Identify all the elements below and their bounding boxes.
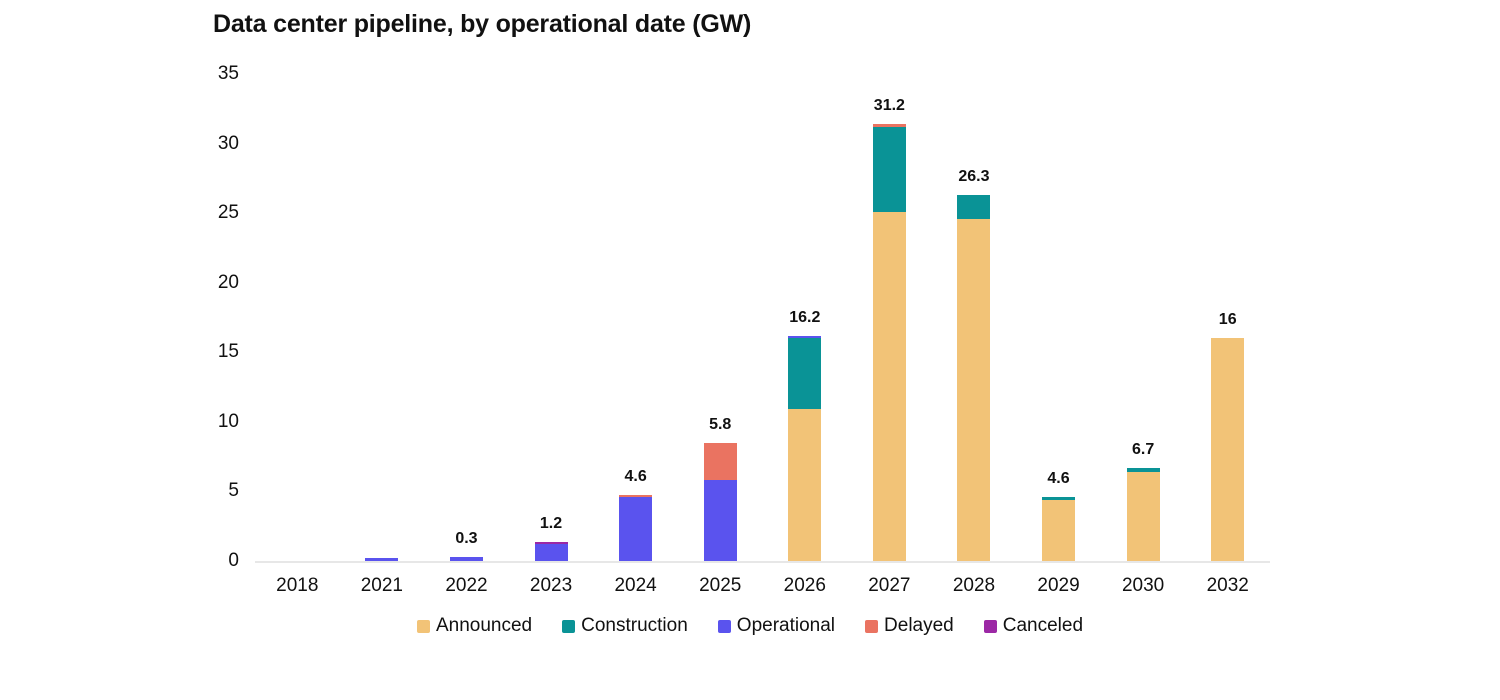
bar-2023 (534, 542, 568, 561)
bar-2029 (1042, 497, 1076, 561)
bar-segment-delayed (872, 124, 906, 127)
y-tick-label: 30 (217, 132, 239, 154)
bar-segment-construction (788, 338, 822, 410)
legend-label: Canceled (1002, 615, 1084, 636)
bar-2026 (788, 335, 822, 561)
x-axis-label: 2023 (529, 575, 573, 596)
x-axis-label: 2025 (699, 575, 742, 596)
legend-item-announced: Announced (416, 615, 533, 637)
legend-item-canceled: Canceled (983, 615, 1084, 637)
x-axis-label: 2030 (1121, 575, 1165, 596)
bar-value-label: 1.2 (539, 515, 563, 533)
x-axis-label: 2029 (1037, 575, 1080, 596)
x-axis-label: 2021 (360, 575, 404, 596)
bar-2027 (872, 124, 906, 561)
bar-2030 (1126, 467, 1160, 561)
bar-segment-operational (788, 335, 822, 339)
legend-swatch-delayed (865, 619, 879, 633)
bar-segment-operational (534, 544, 568, 561)
source-note: Source: Sightline Climate // Sightline i… (0, 656, 1500, 700)
legend-label: Announced (435, 615, 533, 636)
bar-value-label: 4.6 (624, 468, 647, 485)
legend-item-construction: Construction (562, 615, 688, 637)
y-tick-label: 10 (217, 410, 239, 432)
bar-segment-construction (957, 195, 991, 219)
legend-swatch-operational (717, 619, 731, 633)
x-axis-label: 2024 (614, 575, 657, 596)
bar-value-label: 31.2 (873, 97, 905, 115)
bar-value-label: 16 (1218, 311, 1237, 329)
bar-2022 (449, 556, 483, 561)
bar-segment-delayed (619, 495, 653, 497)
legend-swatch-announced (416, 619, 430, 633)
y-tick-label: 35 (217, 63, 239, 84)
bar-segment-announced (957, 218, 991, 561)
y-tick-label: 20 (217, 271, 239, 293)
x-axis-label: 2032 (1206, 575, 1249, 596)
bar-value-label: 26.3 (958, 168, 990, 186)
bar-segment-announced (1042, 499, 1076, 561)
bar-segment-construction (1126, 467, 1160, 472)
bar-value-label: 0.3 (455, 529, 478, 547)
bar-2024 (619, 495, 653, 561)
bar-segment-announced (1126, 471, 1160, 561)
bar-2032 (1211, 338, 1245, 561)
bar-segment-construction (872, 126, 906, 212)
bar-segment-canceled (534, 542, 568, 545)
bar-2021 (365, 558, 399, 561)
bar-value-label: 5.8 (709, 415, 732, 433)
legend-swatch-construction (562, 619, 576, 633)
chart-title: Data center pipeline, by operational dat… (213, 10, 752, 38)
x-axis-label: 2028 (952, 575, 996, 596)
x-axis-label: 2018 (276, 575, 319, 596)
bar-segment-operational (449, 556, 483, 561)
bar-segment-operational (365, 558, 399, 561)
bar-segment-announced (1211, 338, 1245, 561)
legend-item-operational: Operational (717, 615, 836, 637)
legend-label: Delayed (884, 615, 954, 636)
bar-2025 (703, 442, 737, 561)
x-axis-label: 2027 (868, 575, 911, 596)
legend-label: Operational (736, 615, 836, 636)
legend-label: Construction (581, 615, 688, 636)
bar-segment-delayed (703, 442, 737, 481)
bar-value-label: 4.6 (1047, 470, 1070, 487)
legend-swatch-canceled (983, 619, 997, 633)
y-tick-label: 25 (217, 202, 239, 224)
x-axis-label: 2022 (445, 575, 488, 596)
bar-segment-announced (872, 211, 906, 561)
y-tick-label: 5 (228, 480, 239, 502)
plot-area: 0 5 10 15 20 25 30 35 2018 2021 2022 0.3 2023 1.2 2024… (218, 63, 1270, 596)
legend: Announced Construction Operational Delayed C… (0, 615, 1500, 637)
bar-segment-operational (703, 480, 737, 561)
y-tick-label: 15 (217, 341, 239, 363)
y-tick-label: 0 (228, 550, 239, 571)
bar-value-label: 16.2 (789, 308, 821, 326)
bar-segment-operational (619, 497, 653, 561)
bar-value-label: 6.7 (1132, 440, 1155, 458)
x-axis-label: 2026 (783, 575, 826, 596)
bar-segment-construction (1042, 497, 1076, 500)
bar-segment-announced (788, 409, 822, 561)
bar-2028 (957, 195, 991, 561)
legend-item-delayed: Delayed (865, 615, 954, 637)
